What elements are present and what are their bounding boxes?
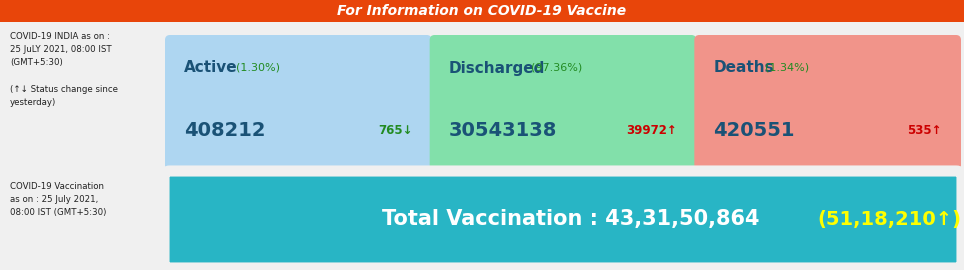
Text: 30543138: 30543138: [448, 120, 557, 140]
FancyBboxPatch shape: [170, 180, 956, 181]
FancyBboxPatch shape: [170, 201, 956, 202]
FancyBboxPatch shape: [170, 212, 956, 214]
FancyBboxPatch shape: [170, 246, 956, 248]
Text: Total Vaccination : 43,31,50,864: Total Vaccination : 43,31,50,864: [382, 210, 760, 230]
FancyBboxPatch shape: [170, 234, 956, 236]
FancyBboxPatch shape: [170, 249, 956, 250]
FancyBboxPatch shape: [170, 220, 956, 221]
FancyBboxPatch shape: [170, 219, 956, 220]
FancyBboxPatch shape: [170, 255, 956, 256]
FancyBboxPatch shape: [170, 190, 956, 191]
FancyBboxPatch shape: [170, 236, 956, 237]
FancyBboxPatch shape: [170, 234, 956, 235]
FancyBboxPatch shape: [170, 195, 956, 197]
FancyBboxPatch shape: [170, 209, 956, 210]
FancyBboxPatch shape: [170, 197, 956, 198]
FancyBboxPatch shape: [170, 225, 956, 226]
FancyBboxPatch shape: [170, 256, 956, 258]
FancyBboxPatch shape: [170, 257, 956, 259]
FancyBboxPatch shape: [170, 192, 956, 193]
FancyBboxPatch shape: [430, 35, 696, 170]
Text: 39972↑: 39972↑: [627, 123, 678, 137]
FancyBboxPatch shape: [165, 35, 432, 170]
FancyBboxPatch shape: [170, 241, 956, 242]
FancyBboxPatch shape: [170, 229, 956, 231]
FancyBboxPatch shape: [170, 239, 956, 241]
FancyBboxPatch shape: [170, 210, 956, 211]
FancyBboxPatch shape: [170, 245, 956, 247]
Text: Active: Active: [184, 60, 237, 76]
FancyBboxPatch shape: [170, 260, 956, 261]
Text: 765↓: 765↓: [378, 123, 413, 137]
FancyBboxPatch shape: [170, 222, 956, 224]
FancyBboxPatch shape: [170, 228, 956, 229]
FancyBboxPatch shape: [170, 183, 956, 185]
FancyBboxPatch shape: [170, 248, 956, 249]
FancyBboxPatch shape: [170, 215, 956, 216]
FancyBboxPatch shape: [170, 242, 956, 243]
Text: COVID-19 INDIA as on :
25 JuLY 2021, 08:00 IST
(GMT+5:30)

(↑↓ Status change sin: COVID-19 INDIA as on : 25 JuLY 2021, 08:…: [10, 32, 118, 107]
FancyBboxPatch shape: [170, 203, 956, 204]
FancyBboxPatch shape: [170, 227, 956, 228]
Text: 420551: 420551: [713, 120, 795, 140]
FancyBboxPatch shape: [170, 224, 956, 225]
FancyBboxPatch shape: [170, 189, 956, 191]
FancyBboxPatch shape: [170, 196, 956, 197]
FancyBboxPatch shape: [170, 188, 956, 189]
FancyBboxPatch shape: [170, 181, 956, 182]
FancyBboxPatch shape: [170, 253, 956, 254]
FancyBboxPatch shape: [170, 261, 956, 262]
FancyBboxPatch shape: [170, 211, 956, 212]
FancyBboxPatch shape: [170, 200, 956, 202]
FancyBboxPatch shape: [170, 205, 956, 206]
FancyBboxPatch shape: [170, 200, 956, 201]
FancyBboxPatch shape: [694, 35, 961, 170]
FancyBboxPatch shape: [170, 186, 956, 187]
Text: COVID-19 Vaccination
as on : 25 July 2021,
08:00 IST (GMT+5:30): COVID-19 Vaccination as on : 25 July 202…: [10, 182, 106, 217]
FancyBboxPatch shape: [170, 199, 956, 200]
FancyBboxPatch shape: [170, 239, 956, 240]
FancyBboxPatch shape: [170, 232, 956, 233]
FancyBboxPatch shape: [170, 251, 956, 252]
FancyBboxPatch shape: [170, 230, 956, 231]
FancyBboxPatch shape: [170, 214, 956, 215]
FancyBboxPatch shape: [170, 249, 956, 251]
FancyBboxPatch shape: [170, 207, 956, 208]
FancyBboxPatch shape: [170, 204, 956, 205]
Text: (1.30%): (1.30%): [229, 63, 280, 73]
FancyBboxPatch shape: [170, 254, 956, 255]
FancyBboxPatch shape: [170, 205, 956, 207]
FancyBboxPatch shape: [170, 252, 956, 254]
FancyBboxPatch shape: [170, 240, 956, 242]
FancyBboxPatch shape: [170, 228, 956, 230]
Text: (51,18,210↑): (51,18,210↑): [817, 210, 961, 229]
FancyBboxPatch shape: [170, 245, 956, 246]
FancyBboxPatch shape: [170, 178, 956, 180]
FancyBboxPatch shape: [170, 217, 956, 218]
FancyBboxPatch shape: [170, 182, 956, 183]
FancyBboxPatch shape: [170, 223, 956, 225]
FancyBboxPatch shape: [170, 185, 956, 186]
FancyBboxPatch shape: [170, 231, 956, 232]
FancyBboxPatch shape: [170, 218, 956, 220]
FancyBboxPatch shape: [170, 184, 956, 185]
Text: (97.36%): (97.36%): [523, 63, 582, 73]
FancyBboxPatch shape: [170, 217, 956, 219]
FancyBboxPatch shape: [170, 235, 956, 237]
FancyBboxPatch shape: [170, 177, 956, 179]
FancyBboxPatch shape: [164, 171, 962, 268]
FancyBboxPatch shape: [170, 258, 956, 259]
Text: Discharged: Discharged: [448, 60, 545, 76]
FancyBboxPatch shape: [170, 226, 956, 227]
FancyBboxPatch shape: [170, 255, 956, 257]
FancyBboxPatch shape: [170, 206, 956, 208]
FancyBboxPatch shape: [170, 188, 956, 190]
FancyBboxPatch shape: [170, 198, 956, 199]
Text: (1.34%): (1.34%): [759, 63, 810, 73]
FancyBboxPatch shape: [170, 183, 956, 184]
FancyBboxPatch shape: [0, 0, 964, 22]
Text: 535↑: 535↑: [907, 123, 942, 137]
FancyBboxPatch shape: [170, 211, 956, 213]
FancyBboxPatch shape: [170, 208, 956, 209]
FancyBboxPatch shape: [170, 251, 956, 253]
